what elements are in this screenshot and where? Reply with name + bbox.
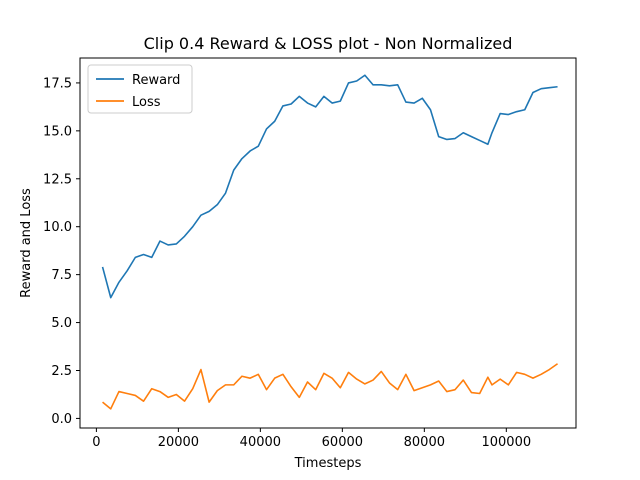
x-tick-label: 60000 — [322, 435, 363, 450]
y-tick-label: 5.0 — [51, 316, 72, 331]
x-tick-label: 0 — [92, 435, 100, 450]
y-tick-label: 7.5 — [51, 268, 72, 283]
y-tick-label: 12.5 — [43, 172, 72, 187]
y-axis-label: Reward and Loss — [19, 188, 34, 298]
y-tick-label: 17.5 — [43, 76, 72, 91]
axes-frame — [79, 57, 577, 429]
plot-area — [101, 74, 559, 410]
series-line-loss — [102, 363, 559, 410]
y-tick-label: 2.5 — [51, 364, 72, 379]
y-tick-label: 15.0 — [43, 124, 72, 139]
chart-title: Clip 0.4 Reward & LOSS plot - Non Normal… — [144, 34, 513, 53]
x-tick-label: 80000 — [404, 435, 445, 450]
x-tick-label: 20000 — [158, 435, 199, 450]
x-tick-label: 100000 — [481, 435, 531, 450]
y-tick-label: 0.0 — [51, 412, 72, 427]
legend-label-loss: Loss — [132, 95, 161, 110]
x-tick-label: 40000 — [240, 435, 281, 450]
legend-label-reward: Reward — [132, 73, 180, 88]
series-line-reward — [101, 74, 558, 299]
x-axis-label: Timesteps — [294, 456, 362, 471]
legend: Reward Loss — [87, 64, 193, 114]
axes: 0 20000 40000 60000 80000 100000 0.0 2.5 5.0 7.5 1… — [43, 57, 577, 450]
y-tick-label: 10.0 — [43, 220, 72, 235]
